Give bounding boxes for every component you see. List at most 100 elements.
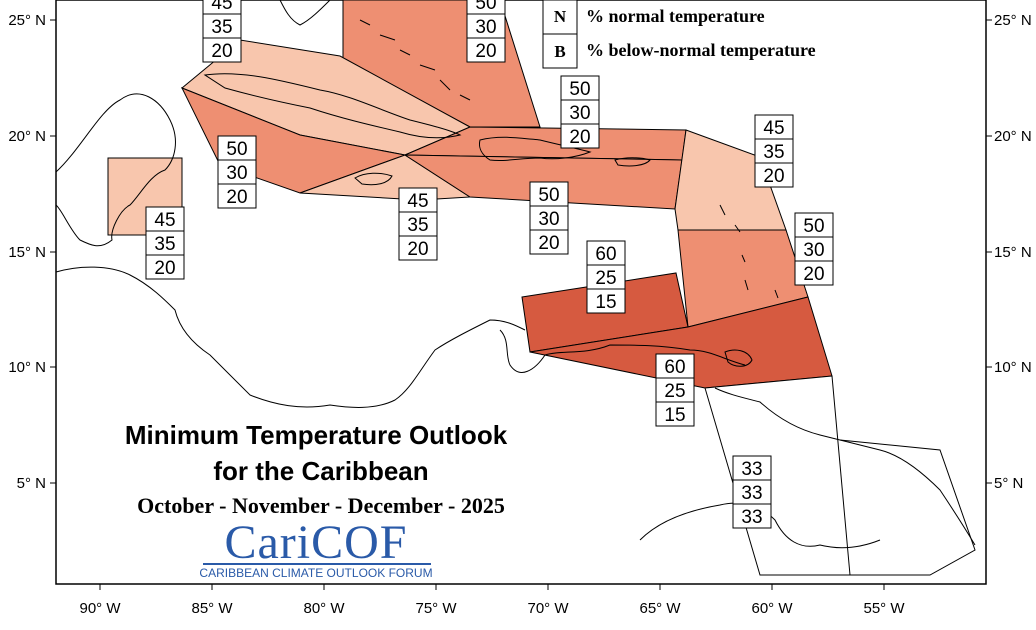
prob-below: 20 xyxy=(154,258,175,279)
prob-above: 50 xyxy=(475,0,496,14)
region-guianas xyxy=(704,375,851,576)
caricof-logo-name: CariCOF xyxy=(224,516,407,569)
prob-normal: 35 xyxy=(407,215,428,236)
prob-box-windwards: 50 30 20 xyxy=(794,212,834,286)
prob-box-cuba: 45 35 20 xyxy=(202,0,242,63)
caricof-logo: CariCOF CARIBBEAN CLIMATE OUTLOOK FORUM xyxy=(199,516,432,580)
prob-box-abc-islands: 60 25 15 xyxy=(586,240,626,314)
coast-venezuela-guyana xyxy=(714,387,976,546)
lat-tick-label-right: 20° N xyxy=(994,128,1032,145)
prob-above: 60 xyxy=(595,244,616,265)
prob-above: 45 xyxy=(154,210,175,231)
coast-jamaica xyxy=(354,172,393,186)
probability-boxes: 50 30 20 45 35 20 45 35 20 50 30 20 45 xyxy=(145,0,834,529)
logo-rule xyxy=(203,563,431,565)
map-frame xyxy=(55,0,987,585)
border-guianas xyxy=(839,439,976,576)
lat-tick-label: 10° N xyxy=(8,359,46,376)
lat-tick-label: 15° N xyxy=(8,244,46,261)
lon-tick-label: 75° W xyxy=(415,600,457,617)
lon-tick-label: 70° W xyxy=(527,600,569,617)
prob-above: 45 xyxy=(407,191,428,212)
prob-box-guianas: 33 33 33 xyxy=(732,455,772,529)
prob-box-trinidad: 60 25 15 xyxy=(655,353,695,427)
legend-label-below: % below-normal temperature xyxy=(586,40,816,60)
prob-normal: 35 xyxy=(154,234,175,255)
outlook-regions xyxy=(107,0,851,576)
lat-tick-label: 5° N xyxy=(17,475,46,492)
prob-above: 45 xyxy=(763,118,784,139)
prob-normal: 33 xyxy=(741,483,762,504)
prob-box-bahamas: 50 30 20 xyxy=(466,0,506,63)
coast-cuba xyxy=(203,73,462,139)
prob-above: 50 xyxy=(803,216,824,237)
legend-label-normal: % normal temperature xyxy=(586,6,765,26)
longitude-axis: 90° W 85° W 80° W 75° W 70° W 65° W 60° … xyxy=(79,584,905,617)
coastlines xyxy=(55,0,976,576)
prob-box-hispaniola-south: 50 30 20 xyxy=(529,181,569,255)
coast-bahamas xyxy=(359,19,471,101)
legend-swatch-normal xyxy=(542,0,578,35)
coast-mexico-yucatan xyxy=(55,93,176,247)
coast-trinidad xyxy=(724,349,753,367)
coast-puerto-rico xyxy=(614,157,651,167)
prob-normal: 30 xyxy=(475,17,496,38)
map-title-line2: for the Caribbean xyxy=(213,456,428,486)
legend-letter-below: B xyxy=(554,42,565,61)
latitude-axis: 25° N 20° N 15° N 10° N 5° N 25° N 20° N… xyxy=(8,12,1031,492)
legend-swatch-below xyxy=(542,33,578,69)
coast-lesser-antilles xyxy=(719,204,779,299)
prob-below: 20 xyxy=(569,127,590,148)
lat-tick-label: 20° N xyxy=(8,128,46,145)
lat-tick-label: 25° N xyxy=(8,12,46,29)
coast-florida xyxy=(279,0,331,26)
prob-normal: 30 xyxy=(538,209,559,230)
prob-box-belize: 45 35 20 xyxy=(145,206,185,280)
prob-box-hispaniola-north: 50 30 20 xyxy=(560,75,600,149)
prob-above: 60 xyxy=(664,357,685,378)
lon-tick-label: 90° W xyxy=(79,600,121,617)
prob-normal: 30 xyxy=(803,240,824,261)
lat-tick-label-right: 5° N xyxy=(994,475,1023,492)
prob-below: 20 xyxy=(407,239,428,260)
coast-south-america-north xyxy=(499,329,746,373)
prob-box-cayman-sw: 50 30 20 xyxy=(217,135,257,209)
prob-normal: 35 xyxy=(763,142,784,163)
prob-below: 20 xyxy=(226,187,247,208)
prob-box-leewards: 45 35 20 xyxy=(754,114,794,188)
map-period: October - November - December - 2025 xyxy=(137,493,505,518)
prob-below: 20 xyxy=(538,233,559,254)
prob-below: 20 xyxy=(763,166,784,187)
lat-tick-label-right: 25° N xyxy=(994,12,1032,29)
prob-below: 15 xyxy=(595,292,616,313)
prob-above: 33 xyxy=(741,459,762,480)
prob-above: 50 xyxy=(569,79,590,100)
prob-below: 20 xyxy=(475,41,496,62)
lon-tick-label: 85° W xyxy=(191,600,233,617)
prob-below: 33 xyxy=(741,507,762,528)
prob-below: 20 xyxy=(211,41,232,62)
prob-normal: 35 xyxy=(211,17,232,38)
lon-tick-label: 55° W xyxy=(863,600,905,617)
prob-below: 15 xyxy=(664,405,685,426)
coast-hispaniola xyxy=(479,136,592,162)
map-title-line1: Minimum Temperature Outlook xyxy=(125,420,508,450)
prob-normal: 25 xyxy=(595,268,616,289)
prob-above: 45 xyxy=(211,0,232,14)
lon-tick-label: 80° W xyxy=(303,600,345,617)
prob-normal: 30 xyxy=(569,103,590,124)
prob-above: 50 xyxy=(538,185,559,206)
caricof-logo-tagline: CARIBBEAN CLIMATE OUTLOOK FORUM xyxy=(199,566,432,580)
lon-tick-label: 60° W xyxy=(751,600,793,617)
legend: N B % normal temperature % below-normal … xyxy=(542,0,816,69)
prob-above: 50 xyxy=(226,139,247,160)
prob-below: 20 xyxy=(803,264,824,285)
coast-central-america xyxy=(55,266,526,408)
prob-box-jamaica: 45 35 20 xyxy=(398,187,438,261)
lat-tick-label-right: 10° N xyxy=(994,359,1032,376)
coast-colombia-interior xyxy=(639,502,881,549)
prob-normal: 25 xyxy=(664,381,685,402)
lat-tick-label-right: 15° N xyxy=(994,244,1032,261)
